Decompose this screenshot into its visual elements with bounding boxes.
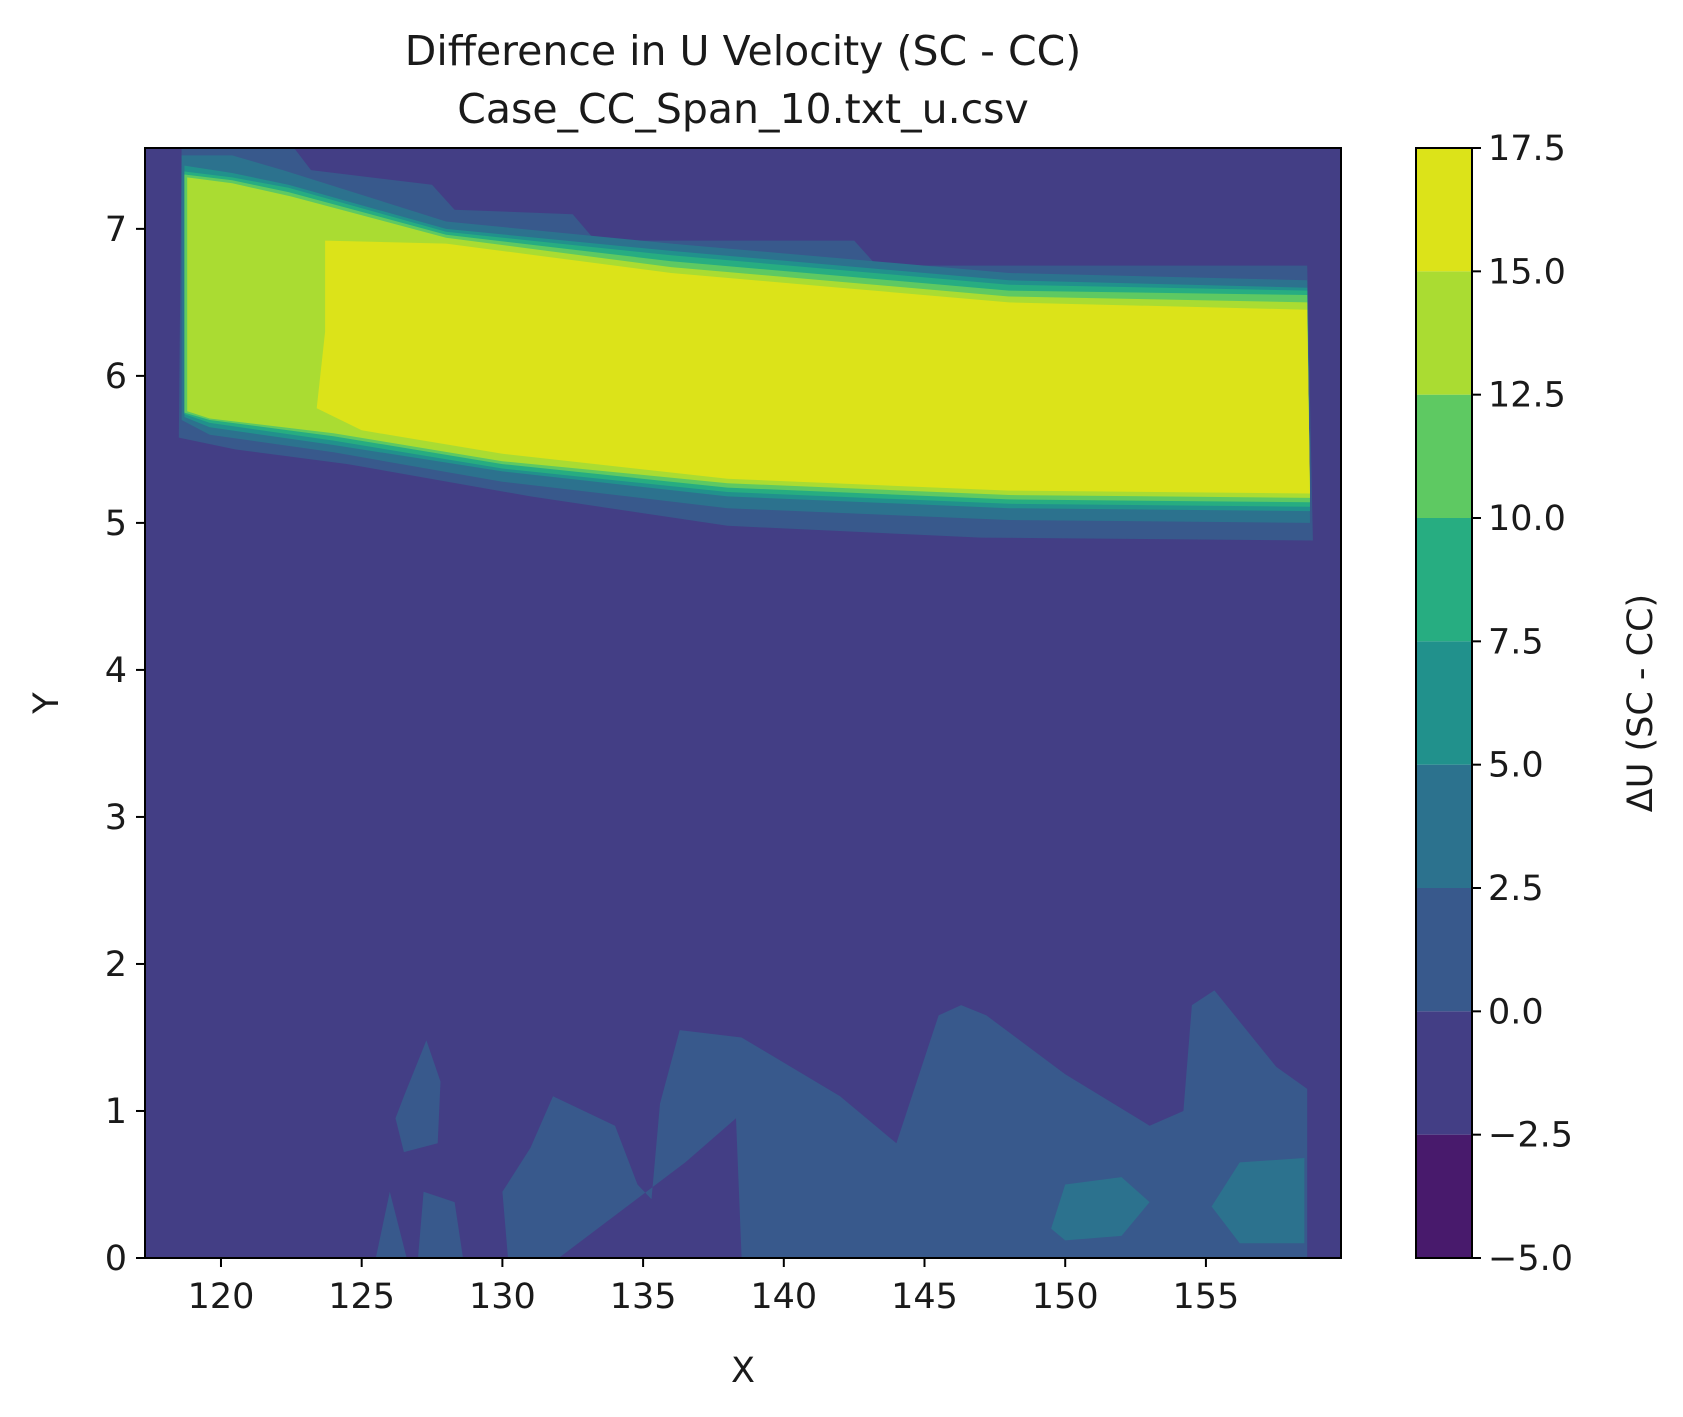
contour-region-bottom-blob-2 <box>395 1040 441 1153</box>
plot-area: 120 125 130 135 140 145 150 155 0 1 2 3 4 5 6 7 <box>105 147 1342 1317</box>
x-tick-label: 140 <box>750 1277 817 1317</box>
x-tick-label: 145 <box>891 1277 958 1317</box>
colorbar-tick-label: 15.0 <box>1488 252 1566 292</box>
colorbar-segment <box>1416 888 1472 1012</box>
colorbar-segment <box>1416 764 1472 888</box>
x-tick-label: 130 <box>469 1277 536 1317</box>
y-tick-label: 6 <box>105 357 127 397</box>
colorbar-segment <box>1416 271 1472 395</box>
chart-title: Difference in U Velocity (SC - CC) <box>405 27 1081 75</box>
x-tick-label: 135 <box>610 1277 677 1317</box>
colorbar-tick-label: 17.5 <box>1488 129 1566 169</box>
colorbar-tick-label: −2.5 <box>1488 1116 1573 1156</box>
colorbar-segment <box>1416 148 1472 272</box>
y-tick-label: 4 <box>105 651 127 691</box>
plot-frame <box>144 147 1342 1259</box>
x-axis-ticks: 120 125 130 135 140 145 150 155 <box>188 1258 1240 1317</box>
x-tick-label: 120 <box>188 1277 255 1317</box>
colorbar-tick-label: 7.5 <box>1488 622 1544 662</box>
colorbar-segments <box>1416 148 1472 1258</box>
contour-regions <box>178 148 1313 1258</box>
contour-region-bottom-blob-3 <box>375 1191 407 1258</box>
y-tick-label: 7 <box>105 210 127 250</box>
colorbar-segment <box>1416 394 1472 518</box>
colorbar-tick-label: 2.5 <box>1488 869 1544 909</box>
colorbar-label: ΔU (SC - CC) <box>1621 594 1661 812</box>
colorbar-segment <box>1416 1011 1472 1135</box>
contour-region-bottom-patch-5a <box>1051 1177 1150 1241</box>
colorbar-segment <box>1416 518 1472 642</box>
y-tick-label: 1 <box>105 1092 127 1132</box>
colorbar: −5.0 −2.5 0.0 2.5 5.0 7.5 10.0 12.5 15.0 17.5 ΔU … <box>1415 129 1661 1279</box>
x-tick-label: 155 <box>1173 1277 1240 1317</box>
y-tick-label: 3 <box>105 798 127 838</box>
colorbar-tick-label: 12.5 <box>1488 376 1566 416</box>
y-tick-label: 5 <box>105 504 127 544</box>
colorbar-tick-label: −5.0 <box>1488 1239 1573 1279</box>
y-axis-ticks: 0 1 2 3 4 5 6 7 <box>105 210 145 1279</box>
contour-region-bottom-blob-4 <box>418 1191 463 1258</box>
colorbar-tick-label: 5.0 <box>1488 746 1544 786</box>
colorbar-ticks: −5.0 −2.5 0.0 2.5 5.0 7.5 10.0 12.5 15.0 17.5 <box>1472 129 1573 1279</box>
colorbar-frame <box>1415 147 1473 1259</box>
colorbar-tick-label: 0.0 <box>1488 992 1544 1032</box>
colorbar-tick-label: 10.0 <box>1488 499 1566 539</box>
colorbar-segment <box>1416 1134 1472 1258</box>
contour-region-jet-core <box>316 240 1310 494</box>
y-axis-label: Y <box>27 692 67 715</box>
x-tick-label: 125 <box>328 1277 395 1317</box>
x-tick-label: 150 <box>1032 1277 1099 1317</box>
contour-region-bottom-patch-5b <box>1211 1158 1305 1244</box>
chart-subtitle: Case_CC_Span_10.txt_u.csv <box>457 85 1029 133</box>
x-axis-label: X <box>731 1351 755 1391</box>
colorbar-segment <box>1416 641 1472 765</box>
y-tick-label: 2 <box>105 945 127 985</box>
y-tick-label: 0 <box>105 1239 127 1279</box>
